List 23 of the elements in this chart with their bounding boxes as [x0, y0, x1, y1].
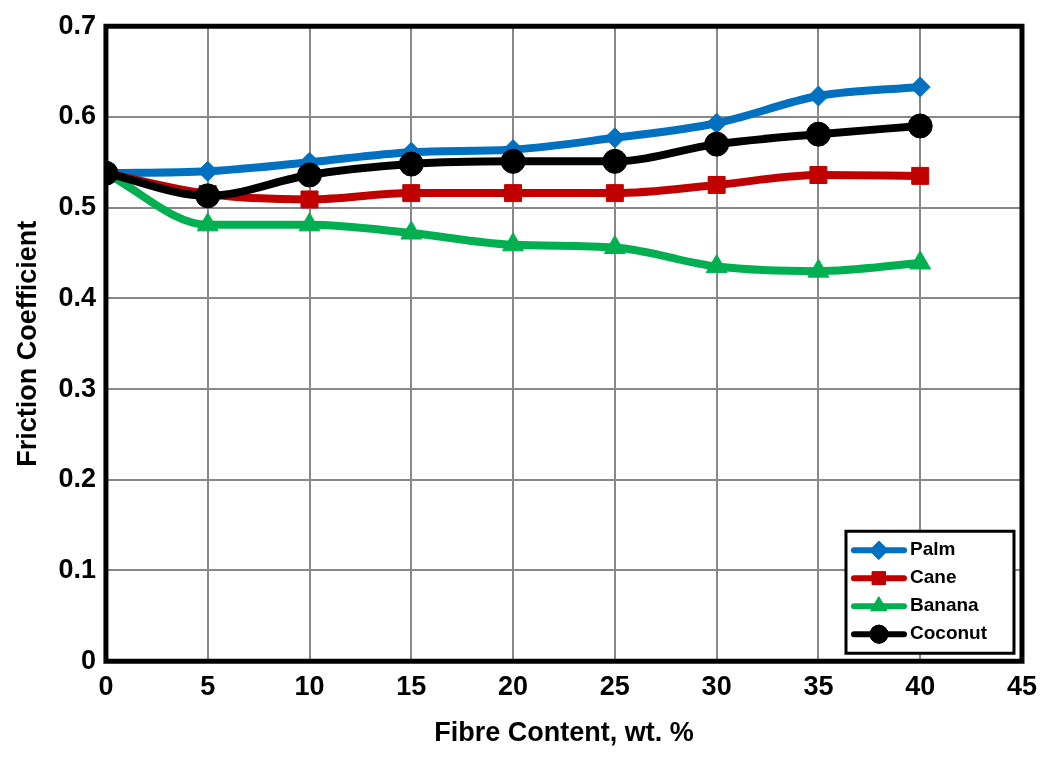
y-tick-label: 0: [80, 644, 96, 675]
legend-label: Coconut: [909, 622, 988, 644]
y-tick-label: 0.5: [58, 191, 96, 222]
x-tick-label: 30: [701, 670, 732, 701]
legend-label: Palm: [909, 538, 956, 560]
x-tick-label: 10: [294, 670, 325, 701]
x-tick-label: 35: [803, 670, 834, 701]
x-axis-title: Fibre Content, wt. %: [434, 717, 694, 748]
x-tick-label: 45: [1006, 670, 1038, 701]
x-tick-label: 40: [905, 670, 936, 701]
y-tick-label: 0.3: [58, 372, 96, 403]
y-tick-label: 0.2: [58, 463, 96, 494]
y-tick-label: 0.1: [58, 553, 96, 584]
x-tick-label: 20: [498, 670, 529, 701]
legend-label: Cane: [909, 566, 957, 588]
x-tick-label: 15: [396, 670, 427, 701]
x-tick-label: 25: [599, 670, 630, 701]
y-tick-label: 0.4: [58, 281, 96, 312]
y-tick-label: 0.7: [58, 9, 96, 40]
y-tick-label: 0.6: [58, 100, 96, 131]
x-tick-label: 5: [200, 670, 216, 701]
legend-label: Banana: [909, 594, 980, 616]
y-axis-title: Friction Coefficient: [11, 220, 42, 467]
